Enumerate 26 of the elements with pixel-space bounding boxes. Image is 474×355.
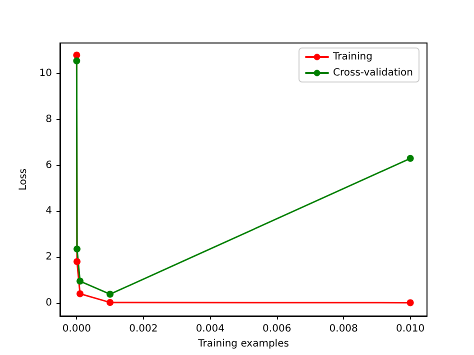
x-tick-label: 0.006 [262, 324, 292, 334]
x-tick-label: 0.000 [62, 324, 91, 334]
point [406, 299, 414, 306]
point [406, 154, 414, 162]
point [74, 258, 81, 266]
x-tick-label: 0.010 [396, 324, 425, 334]
x-tick-label: 0.004 [196, 324, 224, 334]
y-tick-label: 4 [46, 206, 52, 217]
point [73, 57, 80, 64]
y-tick-label: 0 [46, 297, 52, 308]
x-axis-title: Training examples [197, 338, 289, 350]
y-axis-title: Loss [18, 168, 29, 190]
y-tick-label: 8 [46, 114, 52, 125]
point [74, 246, 81, 253]
x-tick-label: 0.008 [329, 324, 358, 334]
x-tick-label: 0.002 [129, 324, 158, 334]
point [106, 290, 114, 298]
legend-label: Cross-validation [333, 68, 414, 78]
y-tick-label: 2 [46, 252, 52, 263]
point [76, 278, 84, 285]
point [106, 298, 114, 306]
point [73, 52, 80, 59]
point [76, 290, 84, 298]
y-tick-label: 6 [46, 160, 52, 171]
y-tick-label: 10 [39, 68, 52, 80]
legend-label: Training [332, 52, 372, 62]
